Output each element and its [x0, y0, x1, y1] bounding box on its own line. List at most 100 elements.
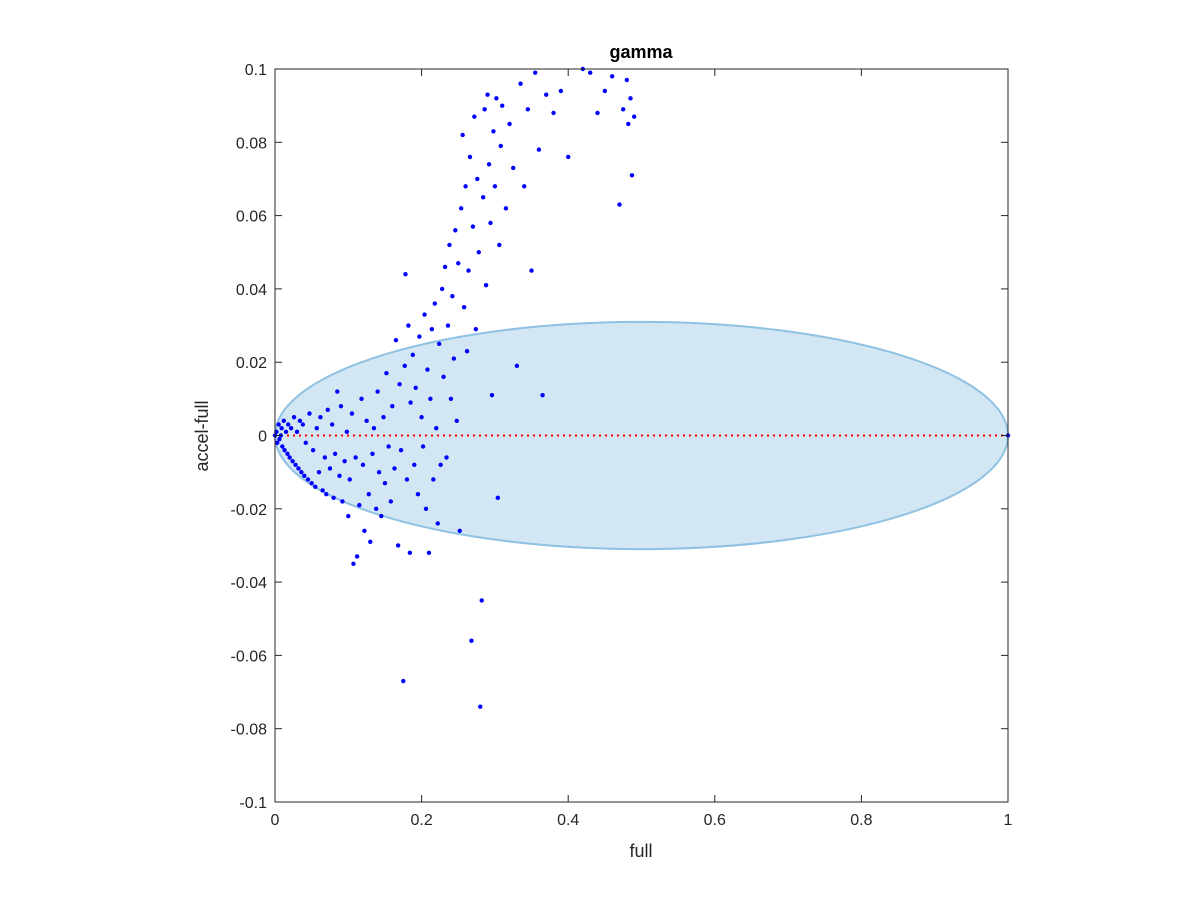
data-point — [279, 425, 284, 431]
y-tick-label: 0.1 — [245, 62, 267, 79]
data-point — [401, 678, 406, 684]
data-point — [470, 224, 476, 229]
data-point — [444, 455, 449, 460]
data-point — [281, 418, 286, 424]
y-tick-label: 0.08 — [236, 135, 267, 152]
data-point — [425, 367, 430, 372]
data-point — [466, 268, 471, 273]
data-point — [533, 70, 538, 75]
data-point — [291, 414, 297, 420]
data-point — [626, 121, 631, 127]
data-point — [376, 469, 382, 475]
data-point — [522, 184, 527, 189]
y-axis-ticks: -0.1 -0.08 -0.06 -0.04 -0.02 0 0.02 0.04 0.06 0.0… — [231, 62, 1008, 812]
data-point — [388, 499, 394, 504]
data-point — [347, 477, 352, 482]
data-point — [419, 414, 424, 420]
data-point — [551, 110, 556, 116]
data-point — [431, 477, 436, 482]
data-point — [492, 184, 498, 189]
data-point — [309, 480, 314, 486]
data-point — [316, 469, 322, 475]
data-point — [447, 242, 452, 248]
y-tick-label: 0.02 — [236, 355, 267, 372]
y-tick-label: -0.06 — [231, 648, 268, 665]
data-point — [413, 385, 418, 391]
y-tick-label: -0.02 — [231, 502, 268, 519]
data-point — [544, 92, 549, 97]
data-point — [442, 264, 448, 270]
data-point — [432, 301, 437, 306]
data-point — [595, 110, 600, 116]
data-point — [299, 469, 304, 475]
data-point — [439, 286, 445, 292]
data-point — [305, 477, 311, 482]
data-point — [408, 400, 413, 405]
data-point — [397, 381, 402, 387]
data-point — [491, 129, 496, 134]
data-point — [276, 422, 281, 427]
data-point — [624, 77, 630, 83]
data-point — [536, 147, 542, 152]
data-point — [287, 455, 292, 460]
data-point — [329, 422, 335, 427]
data-point — [456, 261, 461, 266]
x-tick-label: 0.6 — [704, 812, 726, 829]
data-point — [357, 502, 362, 508]
data-point — [354, 554, 360, 559]
data-point — [410, 352, 416, 358]
data-point — [277, 436, 282, 442]
data-point — [406, 323, 411, 328]
data-point — [288, 425, 294, 431]
data-point — [450, 294, 455, 299]
data-point — [434, 425, 439, 431]
data-point — [342, 458, 347, 464]
data-point — [609, 74, 615, 79]
data-point — [467, 154, 473, 160]
data-point — [310, 447, 316, 453]
data-point — [628, 96, 633, 101]
data-point — [453, 228, 458, 233]
data-point — [482, 107, 487, 112]
data-point — [485, 92, 490, 97]
data-point — [351, 561, 356, 566]
data-point — [529, 268, 534, 273]
data-point — [415, 491, 421, 497]
data-point — [274, 440, 280, 446]
data-point — [445, 323, 451, 328]
data-point — [587, 70, 593, 75]
data-point — [525, 107, 531, 112]
data-point — [511, 165, 516, 171]
data-point — [386, 444, 391, 449]
data-point — [479, 598, 484, 603]
data-point — [458, 206, 464, 211]
data-point — [314, 425, 319, 431]
data-point — [324, 491, 329, 497]
data-point — [472, 114, 477, 119]
data-point — [340, 499, 345, 504]
data-point — [280, 444, 285, 449]
data-point — [364, 418, 369, 424]
data-point — [307, 411, 312, 416]
data-point — [283, 429, 289, 435]
data-point — [294, 429, 300, 435]
data-point — [368, 539, 373, 544]
data-point — [285, 451, 290, 457]
data-point — [464, 349, 470, 354]
data-point — [441, 374, 446, 380]
data-point — [282, 447, 287, 453]
data-point — [494, 96, 499, 101]
data-point — [436, 341, 442, 347]
data-point — [500, 103, 505, 108]
data-point — [461, 305, 467, 310]
data-point — [303, 440, 308, 446]
data-point — [503, 206, 509, 211]
data-point — [629, 173, 635, 178]
data-point — [366, 491, 372, 497]
data-point — [362, 528, 367, 533]
data-point — [325, 407, 330, 413]
data-point — [475, 176, 480, 182]
data-point — [331, 495, 336, 501]
data-point — [617, 202, 622, 207]
data-point — [558, 88, 564, 94]
